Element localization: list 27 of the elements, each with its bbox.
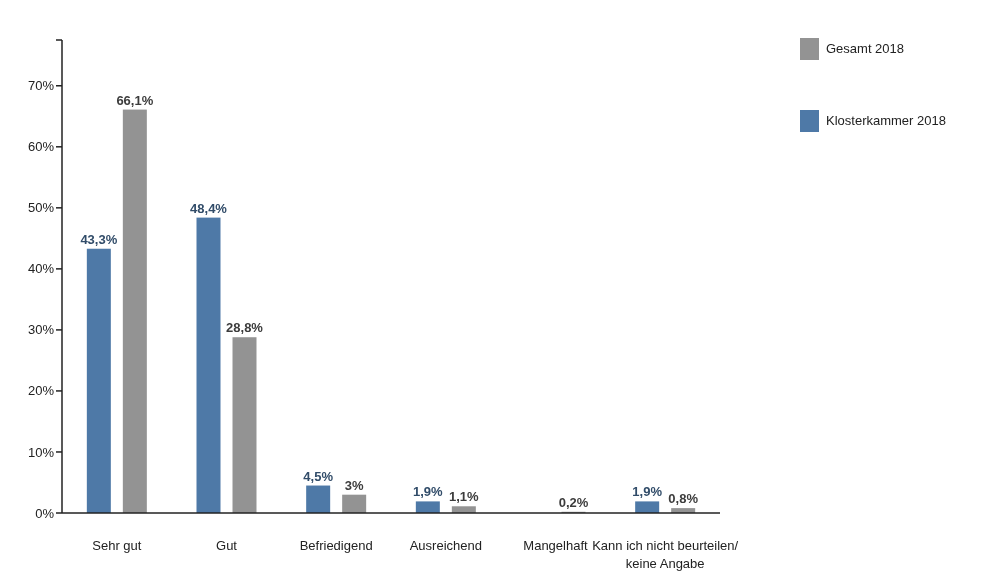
x-tick-label: Mangelhaft [523,538,589,553]
y-tick-label: 0% [35,505,55,521]
x-tick-label: Befriedigend [299,538,373,553]
data-label: 4,5% [303,468,334,484]
y-tick-label: 50% [27,200,55,216]
data-label: 0,2% [558,494,589,510]
y-tick-label: 20% [27,383,55,399]
data-label: 48,4% [190,200,228,216]
y-tick-label: 30% [27,322,55,338]
data-label: 0,8% [668,491,699,507]
data-label: 66,1% [116,92,154,108]
data-label: 28,8% [226,320,264,336]
data-label: 43,3% [80,231,118,247]
legend-label: Gesamt 2018 [826,41,905,56]
x-tick-label: Gut [216,538,238,553]
x-tick-label: Sehr gut [92,538,142,553]
data-label: 1,1% [449,489,480,505]
data-label: 1,9% [413,484,444,500]
y-tick-label: 70% [27,78,55,94]
x-tick-label: Kann ich nicht beurteilen/ keine Angabe [592,538,739,571]
y-tick-label: 40% [27,261,55,277]
legend-label: Klosterkammer 2018 [826,113,946,128]
data-label: 3% [344,477,364,493]
y-tick-label: 60% [27,139,55,155]
x-tick-label: Ausreichend [409,538,482,553]
y-tick-label: 10% [27,444,55,460]
data-label: 1,9% [632,484,663,500]
